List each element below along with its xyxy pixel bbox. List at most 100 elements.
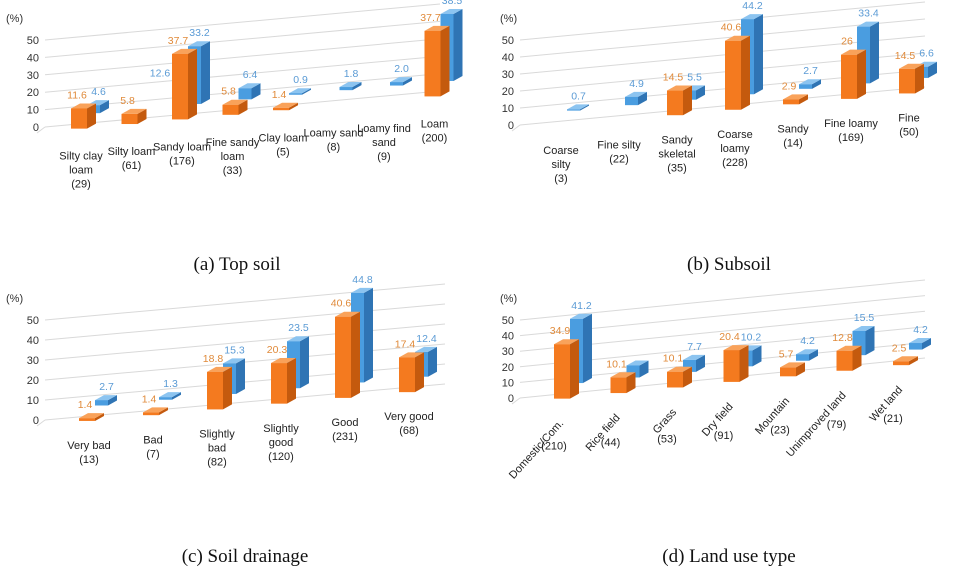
category-label: Loamy find sand (9) <box>357 123 411 163</box>
gridline <box>44 323 446 361</box>
axis-depth-edge <box>36 126 46 134</box>
data-label-blue: 2.7 <box>99 381 114 393</box>
category-count: (79) <box>827 419 847 431</box>
data-label-orange: 18.8 <box>203 353 224 365</box>
data-label-orange: 5.8 <box>120 95 135 107</box>
data-label-blue: 1.8 <box>344 68 359 80</box>
bar-orange <box>610 372 636 394</box>
bar-orange <box>271 358 296 404</box>
gridline <box>519 279 926 321</box>
category-count: (44) <box>601 437 621 449</box>
data-label-blue: 4.2 <box>913 324 928 336</box>
category-label: Sandy (14) <box>777 123 809 149</box>
y-tick-label: 10 <box>502 103 514 115</box>
data-label-blue: 15.5 <box>854 312 875 324</box>
data-label-orange: 5.8 <box>221 86 236 98</box>
bar-orange <box>899 63 924 94</box>
data-label-blue: 1.3 <box>163 378 178 390</box>
bar-blue <box>95 395 117 406</box>
category-count: (53) <box>657 433 677 445</box>
bar-orange <box>399 352 424 393</box>
data-label-orange: 1.4 <box>272 89 287 101</box>
data-label-orange: 34.9 <box>550 325 571 337</box>
bar-orange <box>222 99 248 115</box>
data-label-blue: 5.5 <box>687 71 702 83</box>
y-unit-label: (%) <box>500 293 517 305</box>
data-label-orange: 20.3 <box>267 344 288 356</box>
data-label-blue: 33.2 <box>189 27 210 39</box>
bar-orange <box>723 345 749 382</box>
axis-depth-edge <box>511 124 521 132</box>
bar-orange <box>143 407 168 416</box>
bar-orange <box>783 94 808 105</box>
data-label-orange: 2.5 <box>892 342 907 354</box>
category-label: Clay loam (5) <box>259 132 308 158</box>
bar-orange <box>273 102 298 111</box>
category-label: Slightly good (120) <box>263 423 299 463</box>
y-tick-label: 30 <box>27 70 39 82</box>
data-label-orange: 12.8 <box>832 332 853 344</box>
gridline <box>44 38 441 76</box>
bar-blue <box>390 77 412 86</box>
y-tick-label: 40 <box>502 52 514 64</box>
data-label-orange: 10.1 <box>606 358 627 370</box>
category-label: Sandy loam (176) <box>153 142 211 168</box>
category-label: Grass <box>651 406 680 436</box>
y-tick-label: 40 <box>27 52 39 64</box>
bar-blue <box>796 349 818 361</box>
data-label-orange: 2.9 <box>782 80 797 92</box>
data-label-orange: 14.5 <box>895 50 916 62</box>
data-label-orange: 14.5 <box>663 72 684 84</box>
panel-caption: (a) Top soil <box>194 254 281 275</box>
gridline <box>44 283 446 321</box>
y-unit-label: (%) <box>6 293 23 305</box>
data-label-blue: 4.2 <box>800 335 815 347</box>
data-label-blue: 10.2 <box>741 331 762 343</box>
category-count: (23) <box>770 424 790 436</box>
y-tick-label: 10 <box>502 377 514 389</box>
category-label: Silty clay loam (29) <box>59 151 103 191</box>
data-label-orange: 40.6 <box>331 298 352 310</box>
data-label-blue: 44.2 <box>742 0 763 12</box>
category-label: Loam (200) <box>421 119 449 145</box>
category-label: Silty loam (61) <box>108 146 156 172</box>
data-label-orange: 10.1 <box>663 353 684 365</box>
category-label: Sandy skeletal (35) <box>658 134 695 174</box>
category-label: Slightly bad (82) <box>199 429 235 469</box>
y-tick-label: 30 <box>502 346 514 358</box>
gridline <box>44 55 441 93</box>
gridline <box>519 1 926 41</box>
y-tick-label: 40 <box>27 335 39 347</box>
bar-orange <box>71 103 96 129</box>
data-label-blue: 6.6 <box>919 48 934 60</box>
bar-blue <box>339 82 362 91</box>
category-label: Coarse silty (3) <box>543 145 578 185</box>
y-tick-label: 20 <box>27 87 39 99</box>
data-label-orange: 11.6 <box>67 89 87 101</box>
data-label-orange: 26 <box>841 36 853 48</box>
bar-blue <box>799 79 821 89</box>
bar-orange <box>424 25 450 97</box>
axis-depth-edge <box>511 397 521 405</box>
category-count: (210) <box>541 441 567 453</box>
y-tick-label: 30 <box>502 69 514 81</box>
category-label: Fine silty (22) <box>597 140 641 166</box>
category-count: (91) <box>714 430 734 442</box>
category-label: Fine loamy (169) <box>824 118 878 144</box>
category-label: Coarse loamy (228) <box>717 129 752 169</box>
data-label-blue: 6.4 <box>243 69 258 81</box>
category-label: Fine (50) <box>898 113 919 139</box>
bar-orange <box>841 49 866 99</box>
gridline <box>44 303 446 341</box>
data-label-blue: 2.7 <box>803 65 818 77</box>
data-label-blue: 23.5 <box>288 322 309 334</box>
y-tick-label: 0 <box>33 415 39 427</box>
data-label-blue: 7.7 <box>687 341 702 353</box>
bar-orange <box>207 366 232 410</box>
bar-orange <box>725 35 750 110</box>
panel-caption: (b) Subsoil <box>687 254 771 275</box>
bar-orange <box>780 362 805 377</box>
bar-orange <box>335 311 360 398</box>
category-label: Bad (7) <box>143 434 163 460</box>
data-label-blue: 12.4 <box>416 333 437 345</box>
